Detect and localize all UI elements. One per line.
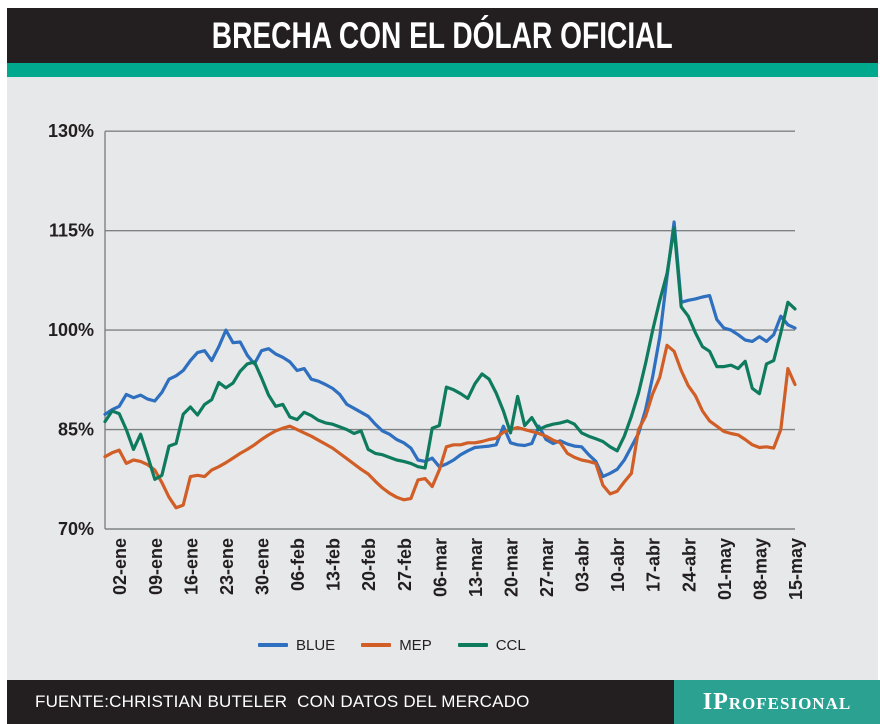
legend-item-ccl: CCL [457, 636, 526, 654]
legend-label-blue: BLUE [296, 636, 336, 654]
title-bar: BRECHA CON EL DÓLAR OFICIAL [7, 8, 878, 63]
legend-label-ccl: CCL [495, 636, 526, 654]
footer-bar: FUENTE:CHRISTIAN BUTELER CON DATOS DEL M… [7, 680, 880, 724]
legend-item-blue: BLUE [258, 637, 335, 654]
source-credit: FUENTE:CHRISTIAN BUTELER CON DATOS DEL M… [35, 692, 530, 711]
legend-swatch-mep [361, 643, 392, 647]
legend-swatch-ccl [457, 643, 488, 647]
accent-bar [7, 63, 878, 77]
iprofesional-logo: IProfesional [674, 680, 880, 724]
page-title: BRECHA CON EL DÓLAR OFICIAL [212, 14, 673, 56]
chart-legend: BLUE MEP CCL [258, 634, 526, 656]
legend-label-mep: MEP [399, 636, 432, 654]
chart-panel [7, 77, 878, 680]
legend-item-mep: MEP [361, 637, 432, 654]
iprofesional-logo-text: IProfesional [702, 688, 852, 715]
legend-swatch-blue [258, 643, 288, 647]
